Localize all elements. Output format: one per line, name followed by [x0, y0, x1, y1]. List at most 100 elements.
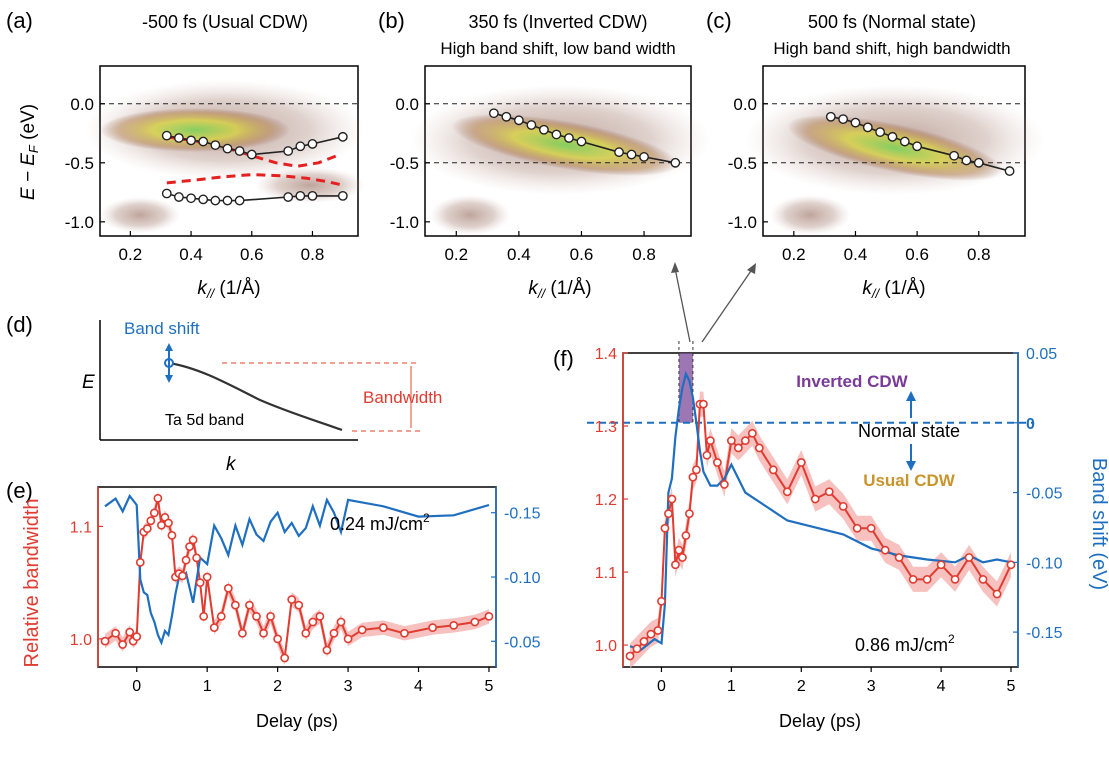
arpes-c-point	[850, 117, 861, 128]
bandwidth-point	[674, 545, 684, 555]
panel-a-letter: (a)	[6, 8, 33, 33]
usual-cdw-label: Usual CDW	[863, 471, 956, 490]
f-left-tick-label: 1.0	[595, 638, 617, 655]
arpes-c-point	[875, 127, 886, 138]
arpes-a-xtick-label: 0.4	[179, 245, 203, 264]
band-shift-arrow-down	[165, 375, 173, 383]
band-shift-label: Band shift	[124, 319, 200, 338]
bandwidth-point	[922, 574, 932, 584]
bandwidth-point	[336, 617, 346, 627]
arpes-c-point	[887, 131, 898, 142]
bandwidth-point	[135, 557, 145, 567]
arpes-c-point	[838, 114, 849, 125]
panel-b-subtitle: High band shift, low band width	[440, 39, 675, 58]
arpes-c-xtick-label: 0.4	[844, 245, 868, 264]
arrow-to-c-head	[747, 263, 756, 274]
bandwidth-point	[484, 611, 494, 621]
panel-c-letter: (c)	[706, 8, 732, 33]
band-shift-arrow-up	[165, 343, 173, 351]
bandwidth-point	[692, 465, 701, 475]
bandwidth-point	[838, 501, 848, 511]
arrow-to-c	[701, 267, 754, 343]
up-arrow-head	[906, 391, 916, 401]
panel-d-letter: (d)	[6, 312, 33, 337]
panel-a-title: -500 fs (Usual CDW)	[142, 12, 308, 32]
bandwidth-point	[273, 634, 283, 644]
arpes-c-point	[825, 111, 836, 122]
bandwidth-point	[428, 623, 438, 633]
bandwidth-point	[702, 450, 712, 460]
arpes-a-data	[100, 103, 358, 206]
arpes-a-spectrum	[85, 80, 365, 233]
bandwidth-point	[142, 524, 152, 534]
f-right-tick-label: -0.15	[1026, 625, 1063, 642]
arpes-a-point	[222, 195, 233, 206]
bandwidth-point	[343, 634, 353, 644]
bandwidth-point	[866, 523, 876, 533]
f-left-tick-label: 1.1	[595, 565, 617, 582]
arpes-a-point	[337, 131, 348, 142]
arrow-to-b-head	[671, 262, 679, 273]
bandwidth-point	[199, 611, 209, 621]
bandwidth-point	[118, 640, 128, 649]
arpes-a-point	[337, 190, 348, 201]
bandwidth-point	[111, 628, 121, 638]
f-xtick-label: 2	[797, 678, 806, 695]
arpes-c-data	[763, 103, 1025, 176]
f-left-tick-label: 1.3	[595, 419, 617, 436]
arpes-c-xtick-label: 0.8	[967, 245, 991, 264]
arpes-c-point	[899, 136, 910, 147]
arpes-b-xtick-label: 0.8	[632, 245, 656, 264]
bandwidth-point	[653, 626, 663, 635]
panel-f-chart: (f) 0 1 2 3 4 5 1.0 1.1 1.2 1.3 1.4 0.05 0 -0.05 -0.10…	[553, 341, 1109, 731]
panel-f-fluence: 0.86 mJ/cm2	[855, 632, 955, 655]
bandwidth-point	[238, 628, 247, 638]
arpes-a-model-curve-1	[166, 173, 344, 187]
bandwidth-point	[400, 628, 409, 638]
band-shift-line	[104, 493, 490, 646]
e-xtick-label: 3	[344, 678, 353, 695]
f-right-tick-label: -0.05	[1026, 486, 1063, 503]
bandwidth-point	[1006, 560, 1016, 570]
bandwidth-point	[978, 574, 988, 584]
ta-band-curve	[168, 361, 343, 432]
pointer-arrows	[671, 262, 756, 343]
bandwidth-point	[146, 516, 156, 526]
panel-f-letter: (f)	[553, 346, 574, 371]
panel-e-data	[100, 491, 494, 666]
bandwidth-point	[824, 487, 834, 497]
arpes-b-point	[488, 108, 499, 119]
bandwidth-point	[705, 436, 715, 446]
arpes-a-point	[198, 136, 209, 147]
bandwidth-point	[216, 611, 226, 621]
arpes-a-point	[234, 146, 245, 156]
bandwidth-point	[671, 560, 680, 570]
e-right-tick-label: -0.15	[504, 506, 541, 523]
bandwidth-point	[315, 611, 325, 621]
arpes-b-ytick-label: 0.0	[395, 95, 419, 114]
arpes-c-point	[862, 122, 873, 133]
panel-d-schematic: (d) E k Band shift Ta 5d band Bandwidth	[6, 312, 442, 475]
panel-e-chart: (e) 0 1 2 3 4 5 1.0 1.1 -0.05 -0.10 -0.15 0.24 mJ/…	[6, 478, 541, 731]
e-xtick-label: 4	[414, 678, 423, 695]
bandwidth-point	[322, 645, 332, 655]
arpes-c-point	[912, 141, 923, 152]
bandwidth-point	[681, 531, 691, 540]
arpes-a-ticks: 0.2 0.4 0.6 0.8 0.0 -0.5 -1.0	[65, 95, 325, 264]
inverted-cdw-shade	[678, 353, 693, 423]
arpes-c-ytick-label: 0.0	[733, 95, 757, 114]
bandwidth-point	[223, 583, 233, 593]
bandwidth-point	[698, 399, 708, 409]
arpes-a-point	[307, 139, 318, 149]
arpes-c-point	[973, 157, 984, 168]
arpes-c-point	[949, 150, 960, 161]
arpes-a-point	[186, 135, 196, 146]
bandwidth-point	[280, 653, 290, 663]
arpes-a-point	[174, 133, 184, 143]
bandwidth-line	[629, 403, 1012, 657]
arpes-a-point	[295, 141, 306, 152]
bandwidth-point	[301, 628, 311, 638]
bandwidth-point	[202, 572, 212, 582]
bandwidth-point	[740, 436, 750, 446]
bandwidth-point	[287, 595, 297, 604]
